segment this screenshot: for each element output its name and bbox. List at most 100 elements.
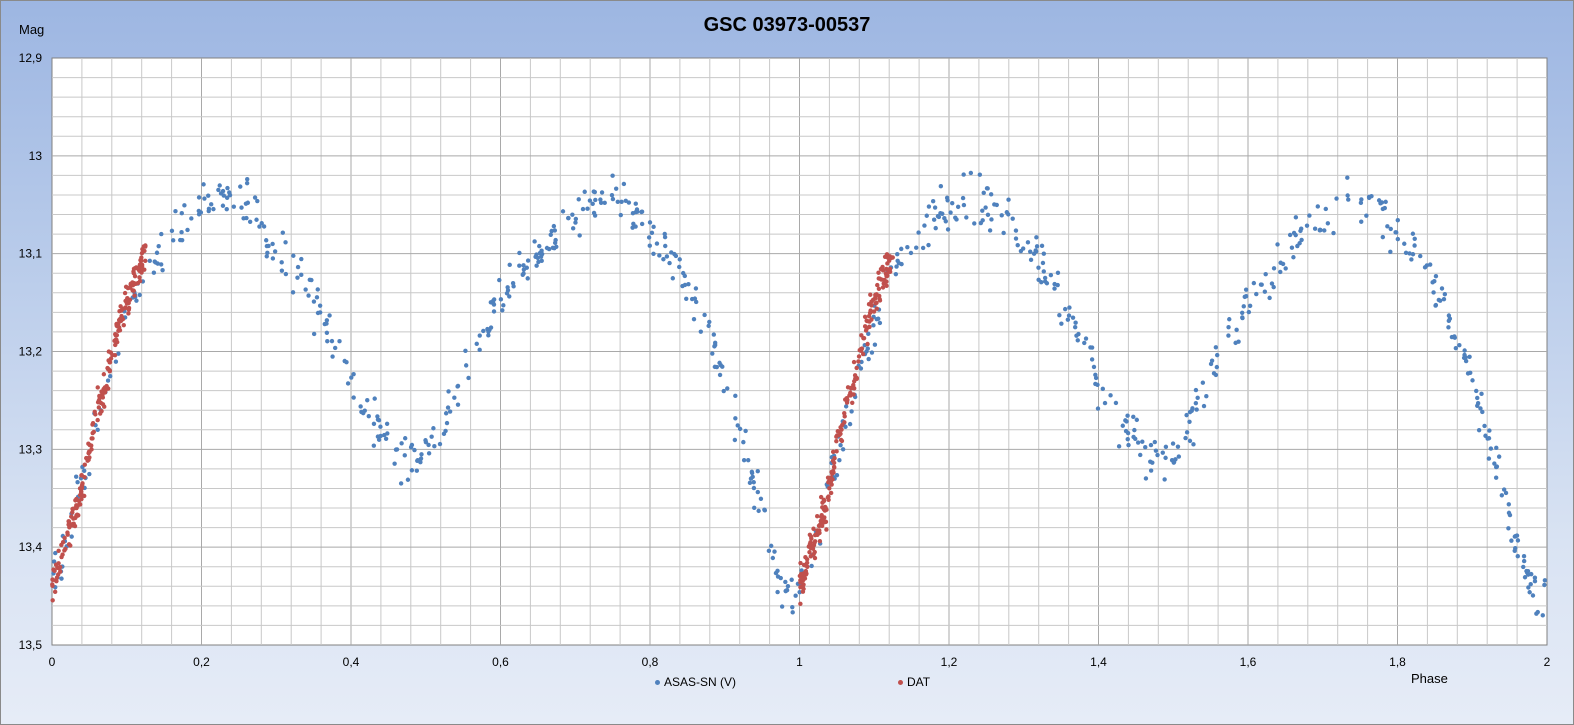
data-point [106, 366, 111, 372]
data-point [591, 210, 597, 216]
data-point [945, 227, 951, 232]
data-point [809, 563, 814, 569]
data-point [871, 323, 876, 328]
data-point [1176, 454, 1182, 459]
data-point [1482, 423, 1487, 429]
data-point [818, 494, 824, 500]
data-point [1493, 464, 1499, 470]
data-point [1214, 364, 1220, 370]
data-point [864, 349, 869, 354]
data-point [517, 263, 522, 268]
data-point [1132, 427, 1137, 433]
data-point [209, 202, 214, 207]
data-point [864, 318, 869, 323]
data-point [68, 543, 73, 548]
data-point [52, 589, 58, 595]
data-point [914, 245, 919, 250]
y-tick-label: 13,1 [19, 247, 43, 261]
data-point [106, 358, 111, 363]
data-point [139, 250, 145, 256]
data-point [201, 182, 206, 187]
data-point [537, 243, 542, 249]
data-point [1267, 295, 1272, 301]
data-point [1072, 324, 1078, 330]
data-point [808, 554, 813, 559]
data-point [1521, 558, 1527, 564]
data-point [437, 441, 443, 447]
data-point [345, 381, 351, 386]
data-point [1291, 255, 1296, 260]
data-point [834, 449, 839, 454]
data-point [1521, 554, 1527, 559]
data-point [827, 486, 832, 491]
data-point [113, 359, 119, 364]
data-point [874, 316, 879, 322]
data-point [426, 451, 432, 456]
data-point [466, 375, 471, 381]
data-point [1093, 381, 1098, 387]
data-point [500, 308, 505, 313]
x-tick-label: 2 [1544, 655, 1551, 669]
data-point [633, 201, 638, 206]
data-point [770, 555, 776, 561]
series-1 [50, 243, 895, 606]
data-point [1358, 200, 1364, 206]
data-point [75, 512, 80, 517]
data-point [818, 518, 823, 524]
data-point [206, 208, 211, 214]
data-point [819, 513, 824, 518]
data-point [945, 198, 950, 203]
data-point [783, 579, 788, 585]
data-point [1062, 306, 1068, 312]
data-point [876, 286, 882, 291]
data-point [261, 224, 267, 229]
data-point [1410, 252, 1416, 257]
data-point [1364, 213, 1369, 218]
data-point [746, 457, 751, 463]
data-point [491, 309, 497, 314]
data-point [126, 311, 131, 316]
data-point [840, 447, 846, 452]
x-tick-label: 1,2 [941, 655, 958, 669]
data-point [378, 433, 383, 439]
data-point [415, 458, 420, 463]
data-point [59, 576, 64, 581]
data-point [803, 568, 809, 574]
data-point [961, 172, 966, 177]
data-point [870, 297, 876, 302]
data-point [1380, 206, 1386, 212]
data-point [817, 538, 823, 544]
data-point [179, 230, 184, 235]
data-point [544, 245, 550, 251]
data-point [868, 309, 874, 314]
data-point [173, 209, 178, 214]
data-point [826, 494, 831, 499]
data-point [115, 324, 120, 329]
data-point [169, 228, 175, 234]
data-point [733, 393, 738, 399]
data-point [90, 436, 95, 441]
data-point [112, 338, 117, 344]
data-point [206, 193, 211, 198]
data-point [1307, 213, 1312, 218]
data-point [835, 429, 841, 434]
data-point [830, 449, 836, 455]
data-point [1453, 345, 1459, 351]
data-point [1513, 545, 1518, 551]
data-point [711, 332, 717, 337]
data-point [74, 496, 79, 502]
data-point [983, 205, 988, 210]
data-point [259, 221, 264, 226]
data-point [263, 238, 269, 243]
data-point [137, 278, 143, 284]
data-point [309, 277, 314, 283]
data-point [137, 275, 142, 280]
data-point [662, 231, 667, 237]
data-point [82, 462, 87, 467]
data-point [926, 204, 932, 209]
data-point [1226, 333, 1231, 338]
data-point [845, 397, 850, 403]
data-point [1394, 230, 1399, 235]
data-point [551, 223, 557, 229]
data-point [365, 398, 370, 403]
